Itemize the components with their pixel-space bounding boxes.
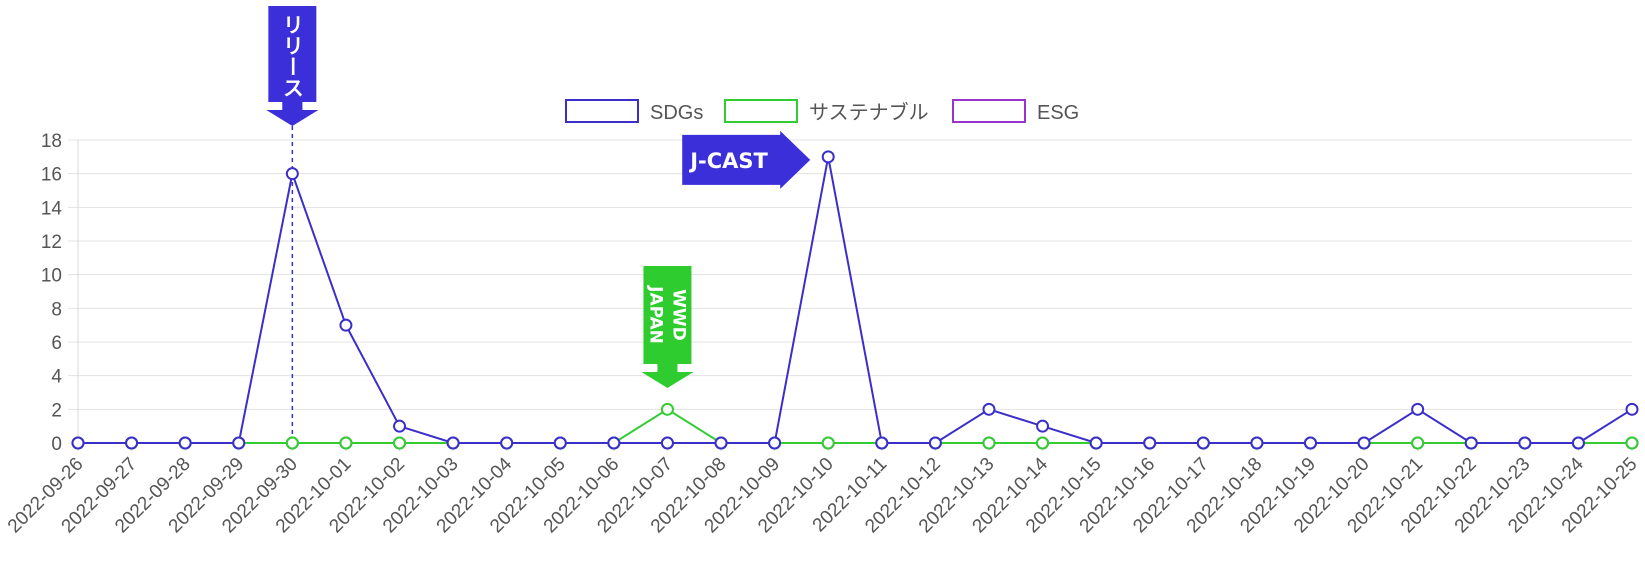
down-arrow-icon [266,102,319,126]
annotation-label: WWD [668,289,688,341]
data-point [982,436,996,450]
data-point [1036,419,1050,433]
data-point [1357,436,1371,450]
data-point [1250,436,1264,450]
data-point [339,318,353,332]
data-point [660,436,674,450]
data-point [1196,436,1210,450]
data-point [285,167,299,181]
data-point [446,436,460,450]
right-arrow-icon [682,130,811,189]
data-point [607,436,621,450]
y-tick-label: 18 [41,131,62,152]
y-tick-label: 6 [51,333,62,354]
data-point [178,436,192,450]
annotation-label: リリース [280,14,304,98]
data-point [1411,436,1425,450]
data-point [71,436,85,450]
annotation-box [643,266,692,364]
data-point [768,436,782,450]
data-point [1571,436,1585,450]
data-point [1303,436,1317,450]
legend-label: サステナブル [809,100,929,124]
data-point [1464,436,1478,450]
annotation-label: JAPAN [645,285,665,344]
data-point [393,419,407,433]
data-point [1625,402,1639,416]
data-point [821,436,835,450]
y-tick-label: 16 [41,165,62,186]
annotation-marker: J-CAST [682,130,811,189]
legend-swatch [565,99,639,123]
y-axis: 0 2 4 6 8 10 12 14 16 18 [41,131,63,455]
series-line [78,408,1632,444]
data-point [1143,436,1157,450]
legend-item[interactable]: SDGs [565,99,703,124]
legend-swatch [952,99,1026,123]
data-point [982,402,996,416]
legend-swatch [724,99,798,123]
grid-lines [68,139,1633,451]
data-point [232,436,246,450]
data-point [393,436,407,450]
data-point [553,436,567,450]
y-tick-label: 10 [41,266,62,287]
y-tick-label: 14 [41,198,63,219]
series-sustainable [71,402,1639,450]
data-point [660,402,674,416]
data-point [339,436,353,450]
x-axis: 2022-09-262022-09-272022-09-282022-09-29… [4,453,1642,537]
data-point [714,436,728,450]
legend[interactable]: SDGs サステナブル ESG [565,99,1079,124]
series-line [78,156,1633,444]
data-point [1411,402,1425,416]
y-tick-label: 0 [51,434,62,455]
legend-item[interactable]: ESG [952,99,1079,124]
y-tick-label: 8 [51,299,62,320]
data-point [1089,436,1103,450]
series-layer [71,150,1639,450]
annotation-label: J-CAST [688,149,768,173]
data-point [1625,436,1639,450]
y-tick-label: 4 [51,367,62,388]
down-arrow-icon [641,364,694,388]
data-point [821,150,835,164]
y-tick-label: 12 [41,232,62,253]
data-point [928,436,942,450]
y-tick-label: 2 [51,400,62,421]
annotation-box [268,6,317,102]
data-point [125,436,139,450]
legend-item[interactable]: サステナブル [724,99,929,124]
legend-label: ESG [1037,102,1079,124]
data-point [500,436,514,450]
annotation-marker: リリース [266,6,319,126]
series-sdgs [71,150,1639,450]
data-point [1036,436,1050,450]
data-point [1518,436,1532,450]
data-point [285,436,299,450]
legend-label: SDGs [650,102,703,124]
data-point [875,436,889,450]
